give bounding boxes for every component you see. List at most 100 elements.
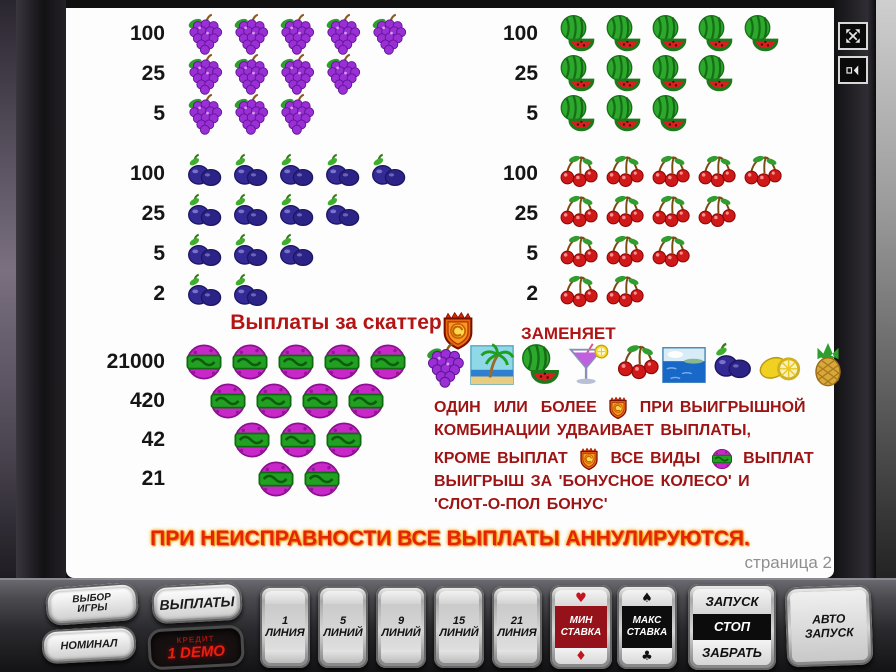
cherry-icon xyxy=(600,233,646,275)
scatter-icon xyxy=(205,380,251,422)
paytable-row: 25 xyxy=(466,194,784,234)
min-bet-button[interactable]: ♥ МИН СТАВКА ♦ xyxy=(550,585,612,669)
grapes-icon xyxy=(319,13,365,55)
denomination-button[interactable]: НОМИНАЛ xyxy=(41,625,137,665)
payout-value: 100 xyxy=(129,22,165,45)
button-label: ИГРЫ xyxy=(76,601,108,616)
grapes-icon xyxy=(227,53,273,95)
line-button-5[interactable]: 5 ЛИНИЙ xyxy=(318,586,368,668)
payouts-button[interactable]: ВЫПЛАТЫ xyxy=(151,581,243,625)
button-panel: ВЫБОР ИГРЫ НОМИНАЛ ВЫПЛАТЫ КРЕДИТ 1 DEMO… xyxy=(0,578,896,672)
scatter-icon xyxy=(181,341,227,383)
melon-icon xyxy=(600,53,646,95)
symbol-combination xyxy=(554,153,784,195)
club-icon: ♣ xyxy=(622,648,672,664)
button-label: МАКС xyxy=(632,615,662,626)
max-bet-button[interactable]: ♠ МАКС СТАВКА ♣ xyxy=(617,585,677,669)
screen-frame-right xyxy=(834,0,876,600)
button-label: ЛИНИЯ xyxy=(265,627,305,639)
paytable-row: 5 xyxy=(70,94,411,134)
symbol-combination xyxy=(181,273,273,315)
line-button-9[interactable]: 9 ЛИНИЙ xyxy=(376,586,426,668)
grapes-icon xyxy=(319,53,365,95)
payout-value: 5 xyxy=(153,242,165,265)
fullscreen-button[interactable] xyxy=(838,22,868,50)
symbol-combination xyxy=(554,53,738,95)
grapes-icon xyxy=(420,342,468,388)
wild-rules-text: ОДИН ИЛИ БОЛЕЕ ПРИ ВЫИГРЫШНОЙ КОМБИНАЦИИ … xyxy=(434,396,894,516)
sound-button[interactable] xyxy=(838,56,868,84)
melon-icon xyxy=(554,13,600,55)
grapes-icon xyxy=(227,93,273,135)
plum-icon xyxy=(181,153,227,195)
scatter-title: Выплаты за скаттер xyxy=(230,311,442,334)
symbol-combination xyxy=(554,273,646,315)
plum-icon xyxy=(227,153,273,195)
payout-value: 21000 xyxy=(106,349,165,373)
paytable-row: 25 xyxy=(70,194,411,234)
auto-start-button[interactable]: АВТО ЗАПУСК xyxy=(784,584,874,668)
cherry-icon xyxy=(692,193,738,235)
cherry-icon xyxy=(554,153,600,195)
scatter-icon xyxy=(299,458,345,500)
payout-value: 100 xyxy=(502,22,538,45)
melon-icon xyxy=(600,93,646,135)
payout-value: 2 xyxy=(153,282,165,305)
button-label: АВТО xyxy=(811,611,846,627)
paytable-row: 100 xyxy=(466,154,784,194)
symbol-combination xyxy=(205,380,389,422)
rule-line: ВЫИГРЫШ ЗА 'БОНУСНОЕ КОЛЕСО' И xyxy=(434,472,750,490)
scatter-icon xyxy=(297,380,343,422)
grapes-icon xyxy=(181,13,227,55)
symbol-combination xyxy=(181,193,365,235)
payout-value: 25 xyxy=(514,62,538,85)
melon-icon xyxy=(738,13,784,55)
symbol-combination xyxy=(181,13,411,55)
start-stop-collect-button[interactable]: ЗАПУСК СТОП ЗАБРАТЬ xyxy=(688,584,776,670)
wild-icon xyxy=(606,395,630,421)
start-label: ЗАПУСК xyxy=(693,589,771,615)
scatter-icon xyxy=(253,458,299,500)
symbol-combination xyxy=(554,233,692,275)
credit-display: КРЕДИТ 1 DEMO xyxy=(146,624,246,671)
button-label: ЛИНИЙ xyxy=(381,627,421,639)
plum-icon xyxy=(227,273,273,315)
payout-value: 100 xyxy=(129,162,165,185)
payout-value: 25 xyxy=(514,202,538,225)
game-select-button[interactable]: ВЫБОР ИГРЫ xyxy=(44,581,140,627)
button-label: МИН xyxy=(569,615,593,626)
symbol-combination xyxy=(181,93,319,135)
cherry-icon xyxy=(646,153,692,195)
button-label: СТАВКА xyxy=(560,627,602,638)
payout-value: 5 xyxy=(526,242,538,265)
plum-icon xyxy=(273,153,319,195)
fullscreen-icon xyxy=(846,29,860,43)
payout-value: 5 xyxy=(153,102,165,125)
symbol-combination xyxy=(554,13,784,55)
payout-value: 5 xyxy=(526,102,538,125)
collect-label: ЗАБРАТЬ xyxy=(693,639,771,665)
malfunction-warning: ПРИ НЕИСПРАВНОСТИ ВСЕ ВЫПЛАТЫ АННУЛИРУЮТ… xyxy=(150,527,750,550)
rule-line: КОМБИНАЦИИ УДВАИВАЕТ ВЫПЛАТЫ, xyxy=(434,421,751,439)
grapes-icon xyxy=(181,53,227,95)
cherry-icon xyxy=(612,342,660,388)
line-button-15[interactable]: 15 ЛИНИЙ xyxy=(434,586,484,668)
cherry-icon xyxy=(600,273,646,315)
melon-icon xyxy=(600,13,646,55)
line-button-21[interactable]: 21 ЛИНИЯ xyxy=(492,586,542,668)
line-button-1[interactable]: 1 ЛИНИЯ xyxy=(260,586,310,668)
payout-value: 25 xyxy=(141,62,165,85)
cocktail-icon xyxy=(564,342,612,388)
plum-icon xyxy=(273,233,319,275)
scatter-icon xyxy=(321,419,367,461)
grapes-icon xyxy=(227,13,273,55)
grapes-icon xyxy=(273,13,319,55)
paytable-grapes: 100 25 5 xyxy=(70,14,411,134)
melon-icon xyxy=(554,53,600,95)
paytable-row: 420 xyxy=(70,381,411,420)
symbol-combination xyxy=(554,193,738,235)
symbol-combination xyxy=(229,419,367,461)
paytable-row: 5 xyxy=(466,234,784,274)
paytable-row: 21 xyxy=(70,459,411,498)
plum-icon xyxy=(273,193,319,235)
